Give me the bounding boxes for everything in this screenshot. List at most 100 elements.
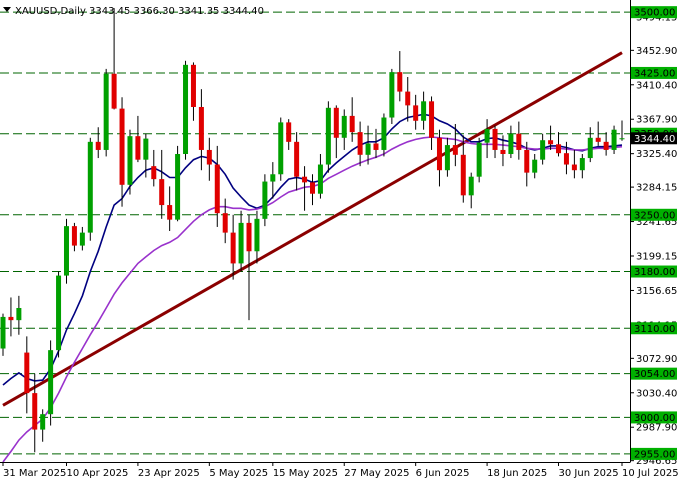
candle-body (444, 145, 450, 171)
price-tick-label: 3072.90 (636, 354, 677, 365)
candle (452, 124, 458, 167)
time-tick-label: 10 Apr 2025 (66, 468, 128, 479)
candle (167, 186, 173, 231)
candle (563, 141, 569, 175)
candle (151, 149, 157, 187)
level-label-box (631, 322, 677, 335)
candle-body (111, 73, 117, 109)
candle-body (214, 164, 220, 214)
candle-body (40, 414, 46, 430)
price-tick-label: 3030.40 (636, 388, 677, 399)
candle (56, 271, 62, 358)
candle (325, 101, 331, 173)
candle-body (127, 136, 133, 185)
candle-body (540, 140, 546, 160)
candle-body (56, 275, 62, 351)
level-label-text: 3425.00 (634, 68, 675, 79)
level-label-box (631, 411, 677, 424)
candle-body (556, 144, 562, 154)
candle-body (397, 72, 403, 92)
candle-body (579, 158, 585, 171)
candle (476, 137, 482, 183)
candle (40, 409, 46, 442)
candle-body (484, 128, 490, 143)
candle-body (357, 132, 363, 155)
candle-body (262, 181, 268, 219)
candle-body (230, 232, 236, 264)
time-tick-label: 31 Mar 2025 (3, 468, 66, 479)
candle (71, 222, 77, 252)
candle-body (389, 72, 395, 118)
price-axis: 3494.153452.903410.403367.903325.403284.… (0, 0, 677, 467)
price-tick-label: 3156.65 (636, 286, 677, 297)
candle (500, 135, 506, 167)
candle-body (103, 73, 109, 150)
candle-body (151, 166, 157, 180)
time-tick-label: 6 Jun 2025 (416, 468, 470, 479)
candle-body (405, 91, 411, 106)
candle (444, 137, 450, 177)
candle (87, 137, 93, 241)
candle (286, 119, 292, 150)
candle (206, 137, 212, 181)
candle (421, 91, 427, 130)
time-tick-label: 27 May 2025 (344, 468, 409, 479)
current-price-label-box (631, 132, 677, 145)
candle (484, 119, 490, 159)
candle-body (317, 164, 323, 194)
level-label-box (631, 208, 677, 221)
candle (230, 214, 236, 280)
candle (508, 125, 514, 159)
candle-body (16, 308, 22, 321)
candle (571, 149, 577, 179)
candle (349, 97, 355, 142)
level-label-box (631, 367, 677, 380)
level-label-box (631, 66, 677, 79)
candle-body (365, 143, 371, 155)
candle-body (206, 149, 212, 165)
candle (524, 141, 530, 187)
candle (294, 132, 300, 191)
candle (413, 94, 419, 130)
candle-body (278, 122, 284, 175)
candle-body (8, 316, 14, 321)
candle (8, 297, 14, 337)
candle (397, 51, 403, 102)
candle (611, 125, 617, 154)
candle-body (452, 145, 458, 155)
level-label-box (631, 265, 677, 278)
candle (214, 145, 220, 227)
candle-body (48, 350, 54, 415)
level-label-text: 3180.00 (634, 267, 675, 278)
trendline-layer (2, 51, 623, 407)
candle (278, 117, 284, 181)
candle (373, 128, 379, 159)
candle-body (516, 133, 522, 150)
candle (381, 113, 387, 157)
candle-body (119, 108, 125, 185)
candle (270, 162, 276, 199)
candle-body (341, 115, 347, 138)
candle-body (619, 138, 625, 140)
candle (579, 154, 585, 179)
candle-body (460, 154, 466, 196)
dropdown-triangle-icon[interactable] (3, 7, 11, 12)
candle (119, 97, 125, 207)
candle-body (135, 136, 141, 160)
candle (183, 60, 189, 160)
candle-body (71, 226, 77, 246)
candle (127, 129, 133, 195)
candle-body (246, 222, 252, 252)
candle-body (548, 140, 554, 145)
candle (460, 135, 466, 203)
price-tick-label: 3325.40 (636, 149, 677, 160)
candle (190, 62, 196, 121)
candle (556, 132, 562, 157)
candle (159, 149, 165, 219)
candle-body (333, 107, 339, 138)
candle-body (413, 105, 419, 121)
price-tick-label: 2946.65 (636, 456, 677, 467)
candle-body (476, 142, 482, 177)
trendline[interactable] (2, 51, 623, 407)
